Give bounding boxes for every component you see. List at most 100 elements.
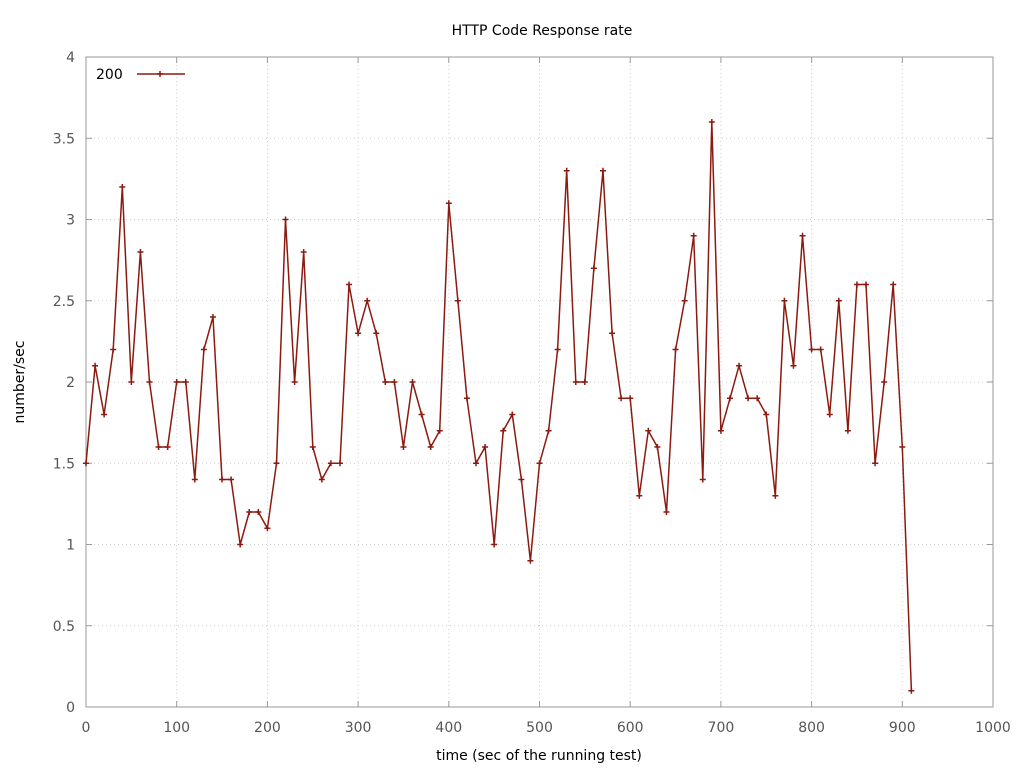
x-tick-label: 900 (889, 720, 916, 736)
data-point-marker (736, 362, 743, 369)
data-point-marker (599, 167, 606, 174)
data-point-marker (137, 249, 144, 255)
data-point-marker (209, 314, 216, 320)
x-axis: 0 100 200 300 400 500 600 700 800 900 1000 (82, 57, 1011, 736)
data-point-marker (336, 460, 343, 467)
data-point-marker (327, 460, 334, 467)
data-point-marker (708, 119, 715, 125)
data-point-marker (609, 330, 616, 337)
data-point-marker (155, 444, 162, 450)
y-axis: 0 0.5 1 1.5 2 2.5 3 3.5 4 (53, 50, 993, 716)
y-tick-label: 0 (66, 700, 75, 716)
data-point-marker (400, 444, 407, 450)
data-point-marker (191, 476, 198, 483)
data-point-marker (83, 460, 89, 467)
chart-title: HTTP Code Response rate (452, 23, 633, 39)
data-point-marker (908, 687, 915, 694)
data-point-marker (717, 427, 724, 434)
data-point-marker (92, 362, 99, 369)
data-point-marker (282, 216, 289, 223)
data-point-marker (645, 427, 652, 434)
data-point-marker (237, 541, 244, 548)
data-point-marker (300, 249, 307, 255)
data-point-marker (255, 509, 262, 515)
data-point-marker (346, 281, 353, 288)
data-point-marker (545, 427, 552, 434)
data-point-marker (355, 330, 362, 337)
data-point-marker (173, 379, 180, 385)
data-point-marker (318, 476, 325, 483)
data-point-marker (835, 297, 842, 304)
x-tick-label: 0 (82, 720, 91, 736)
data-point-marker (590, 265, 597, 272)
y-tick-label: 1 (66, 538, 75, 554)
data-point-marker (699, 476, 706, 483)
data-point-marker (536, 460, 543, 467)
data-point-marker (101, 411, 108, 418)
y-tick-label: 3.5 (53, 131, 75, 147)
data-point-marker (799, 232, 806, 239)
data-point-marker (881, 379, 888, 385)
data-point-marker (146, 379, 153, 385)
data-point-marker (554, 346, 561, 353)
data-point-marker (581, 379, 588, 385)
data-point-marker (182, 379, 189, 385)
data-point-marker (754, 395, 761, 402)
data-point-marker (418, 411, 425, 418)
data-point-marker (436, 427, 443, 434)
y-tick-label: 2 (66, 375, 75, 391)
x-tick-label: 600 (617, 720, 644, 736)
x-tick-label: 400 (435, 720, 462, 736)
x-axis-label: time (sec of the running test) (436, 748, 642, 764)
data-point-marker (681, 297, 688, 304)
data-point-marker (627, 395, 634, 402)
series-layer (83, 119, 915, 694)
data-point-marker (518, 476, 525, 483)
data-point-marker (509, 411, 516, 418)
data-point-marker (454, 297, 461, 304)
data-point-marker (572, 379, 579, 385)
data-point-marker (164, 444, 171, 450)
y-tick-label: 4 (66, 50, 75, 66)
data-point-marker (808, 346, 815, 353)
data-point-marker (872, 460, 879, 467)
x-tick-label: 800 (798, 720, 825, 736)
y-tick-label: 0.5 (53, 619, 75, 635)
x-tick-label: 700 (708, 720, 735, 736)
data-point-marker (373, 330, 380, 337)
data-point-marker (899, 444, 906, 450)
legend-marker (157, 71, 163, 77)
data-point-marker (427, 444, 434, 450)
series-line (85, 121, 913, 691)
data-point-marker (790, 362, 797, 369)
data-point-marker (844, 427, 851, 434)
x-tick-label: 500 (526, 720, 553, 736)
data-point-marker (745, 395, 752, 402)
y-tick-label: 1.5 (53, 456, 75, 472)
data-point-marker (527, 557, 534, 564)
x-tick-label: 300 (345, 720, 372, 736)
data-point-marker (246, 509, 253, 515)
data-point-marker (228, 476, 235, 483)
data-point-marker (463, 395, 470, 402)
data-point-marker (273, 460, 280, 467)
data-point-marker (482, 444, 489, 450)
data-point-marker (817, 346, 824, 353)
data-point-marker (500, 427, 507, 434)
data-point-marker (636, 492, 643, 499)
data-point-marker (264, 525, 271, 532)
data-point-marker (309, 444, 316, 450)
legend: 200 (96, 67, 185, 83)
data-point-marker (826, 411, 833, 418)
data-point-marker (772, 492, 779, 499)
x-tick-label: 200 (254, 720, 281, 736)
data-point-marker (291, 379, 298, 385)
x-tick-label: 1000 (975, 720, 1011, 736)
data-point-marker (890, 281, 897, 288)
x-tick-label: 100 (163, 720, 190, 736)
data-point-marker (853, 281, 860, 288)
data-point-marker (364, 297, 371, 304)
data-point-marker (382, 379, 389, 385)
legend-label: 200 (96, 67, 123, 83)
data-point-marker (491, 541, 498, 548)
